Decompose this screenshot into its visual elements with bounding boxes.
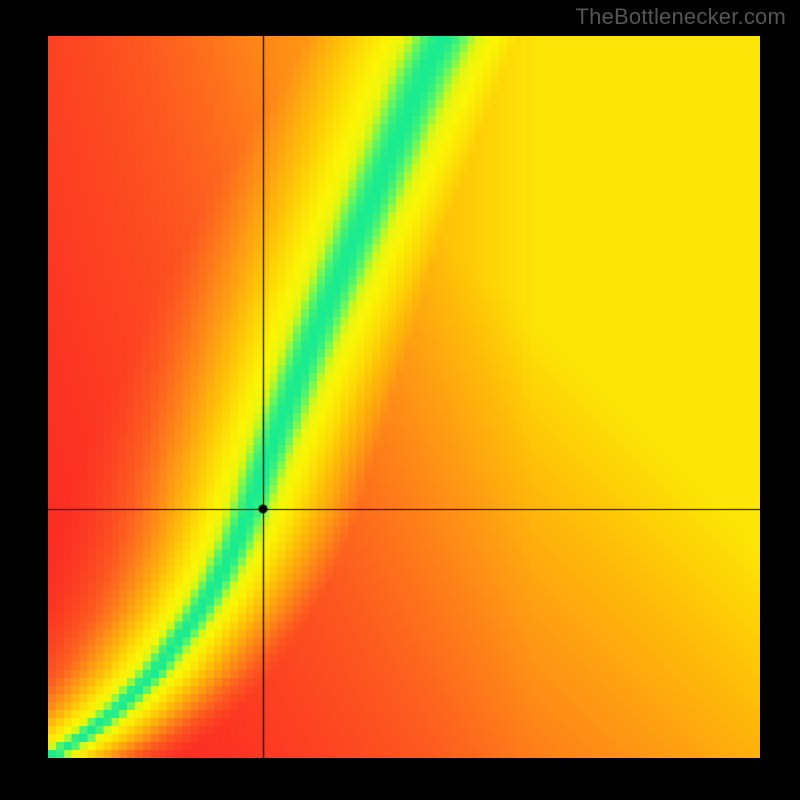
watermark-text: TheBottlenecker.com <box>576 4 786 30</box>
crosshair-overlay <box>48 36 760 758</box>
plot-frame <box>48 36 760 758</box>
